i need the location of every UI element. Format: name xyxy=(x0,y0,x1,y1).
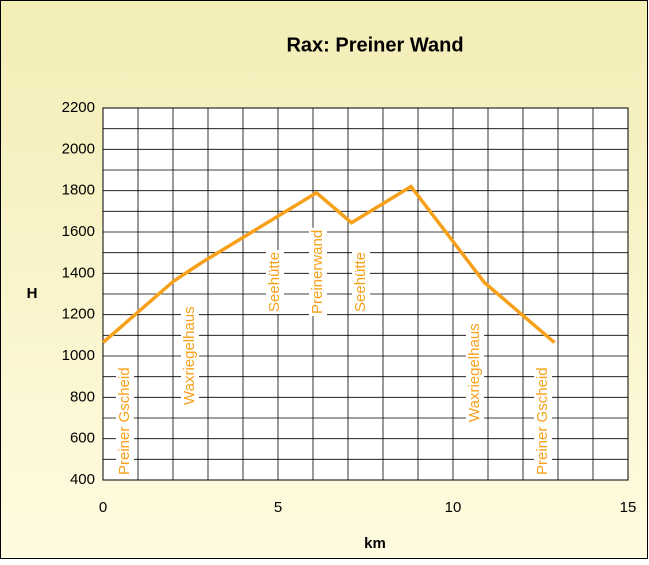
y-tick-label: 2200 xyxy=(62,99,95,116)
annotation: Waxriegelhaus xyxy=(466,323,483,422)
y-axis-label: H xyxy=(27,285,38,302)
y-tick-label: 800 xyxy=(70,388,95,405)
annotation: Waxriegelhaus xyxy=(181,306,198,405)
annotation-background xyxy=(116,365,134,477)
annotation: Preinerwand xyxy=(309,230,326,314)
x-axis-label: km xyxy=(364,535,386,552)
y-tick-label: 400 xyxy=(70,471,95,488)
y-tick-label: 1600 xyxy=(62,223,95,240)
x-tick-label: 0 xyxy=(99,499,107,516)
x-tick-label: 5 xyxy=(274,499,282,516)
annotation-background xyxy=(181,304,199,407)
annotation-background xyxy=(352,249,370,314)
annotation: Preiner Gscheid xyxy=(116,367,133,475)
annotation-background xyxy=(266,249,284,314)
y-tick-label: 1800 xyxy=(62,182,95,199)
chart-title: Rax: Preiner Wand xyxy=(286,34,463,56)
y-tick-label: 600 xyxy=(70,430,95,447)
y-tick-label: 1000 xyxy=(62,347,95,364)
annotation-background xyxy=(466,321,484,424)
y-tick-label: 1400 xyxy=(62,264,95,281)
annotation-background xyxy=(534,365,552,477)
annotation: Seehütte xyxy=(352,252,369,312)
y-tick-label: 2000 xyxy=(62,140,95,157)
line-series xyxy=(101,184,556,344)
x-tick-label: 15 xyxy=(620,499,637,516)
x-tick-label: 10 xyxy=(445,499,462,516)
annotation-background xyxy=(309,227,327,316)
annotation: Seehütte xyxy=(266,252,283,312)
annotation: Preiner Gscheid xyxy=(534,367,551,475)
y-tick-label: 1200 xyxy=(62,306,95,323)
